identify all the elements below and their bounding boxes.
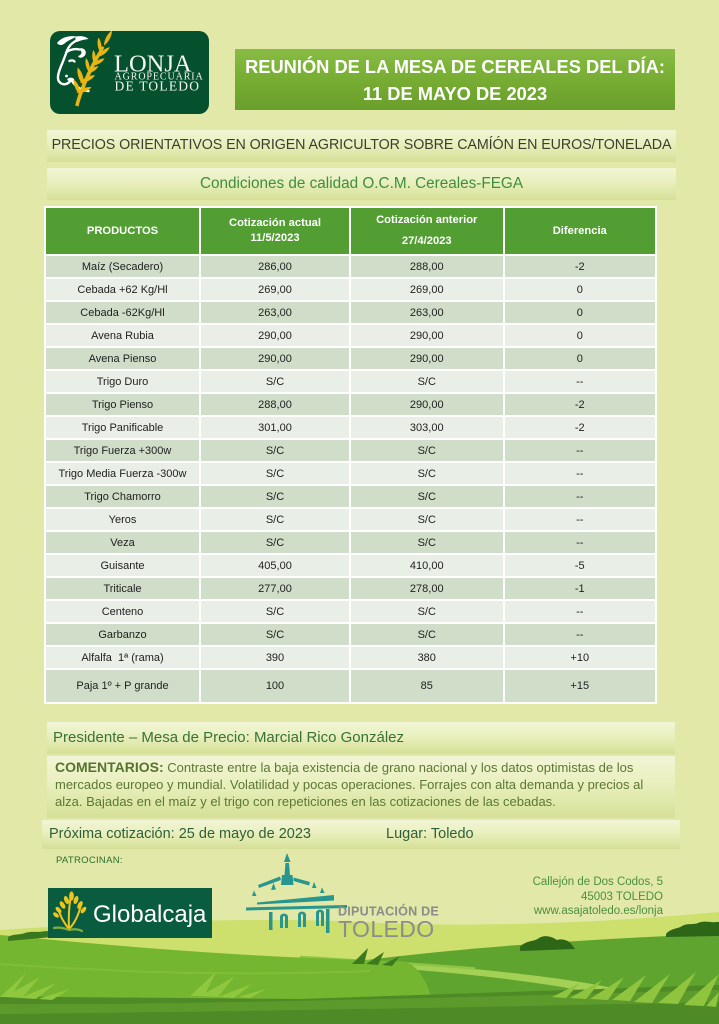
svg-text:Globalcaja: Globalcaja [93, 901, 207, 928]
svg-text:DE TOLEDO: DE TOLEDO [115, 79, 201, 94]
svg-text:LONJA: LONJA [114, 51, 192, 78]
svg-text:TOLEDO: TOLEDO [338, 916, 435, 942]
svg-text:DIPUTACIÓN DE: DIPUTACIÓN DE [338, 904, 439, 919]
svg-text:AGROPECUARIA: AGROPECUARIA [115, 72, 204, 83]
